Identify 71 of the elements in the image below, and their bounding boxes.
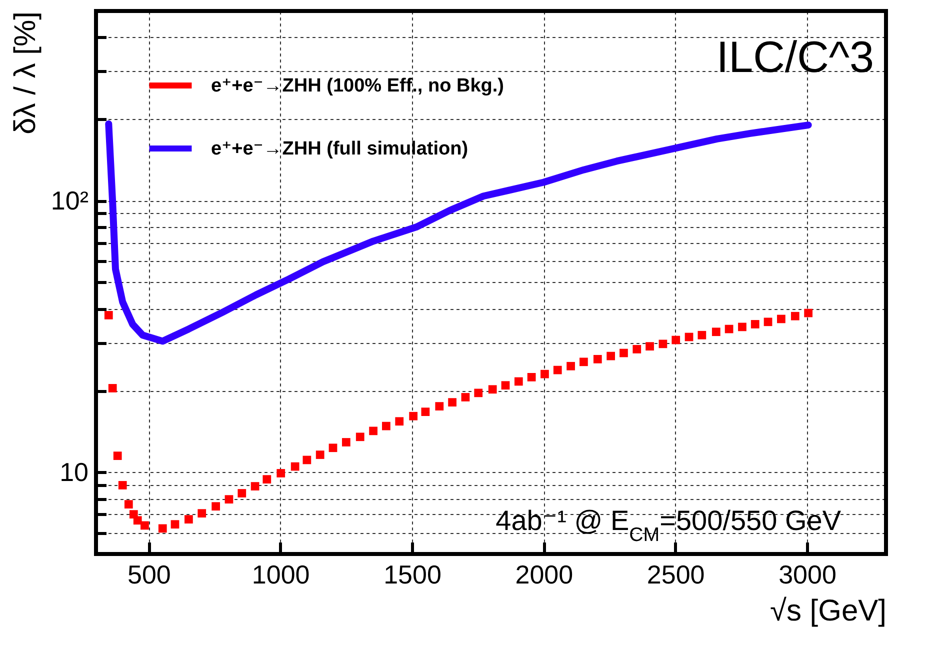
point <box>238 489 246 498</box>
point <box>382 422 390 430</box>
point <box>527 372 536 382</box>
point <box>212 502 220 511</box>
point <box>777 314 786 324</box>
point <box>250 482 260 490</box>
point <box>474 388 483 398</box>
point <box>566 362 575 370</box>
point <box>764 318 772 326</box>
point <box>620 348 628 358</box>
point <box>369 426 378 436</box>
point <box>724 324 734 334</box>
point <box>672 336 680 344</box>
point <box>158 524 167 533</box>
point <box>593 354 602 364</box>
y-tick-label: 10² <box>50 185 89 216</box>
point <box>684 332 694 342</box>
point <box>580 358 588 366</box>
point <box>658 340 668 348</box>
point <box>342 438 350 446</box>
point <box>108 384 117 392</box>
point <box>435 402 444 410</box>
x-tick-label: 3000 <box>778 560 836 590</box>
point <box>421 408 430 416</box>
point <box>104 310 113 320</box>
point <box>790 312 800 320</box>
point <box>712 328 720 336</box>
point <box>198 509 206 518</box>
x-axis-title: √s [GeV] <box>770 594 886 628</box>
point <box>606 352 615 360</box>
point <box>540 370 549 378</box>
point <box>409 412 418 420</box>
point <box>170 520 180 529</box>
point <box>750 320 760 328</box>
annotation: 4ab⁻¹ @ E$_{CM}$=500/550 GeV <box>496 505 842 546</box>
point <box>140 521 149 530</box>
point <box>698 330 706 340</box>
legend-label: e⁺+e⁻→ZHH (full simulation) <box>211 138 468 160</box>
point <box>448 398 456 406</box>
point <box>118 481 127 490</box>
point <box>632 345 642 354</box>
point <box>276 469 286 478</box>
x-tick-label: 1000 <box>252 560 310 590</box>
point <box>302 456 312 464</box>
point <box>184 515 193 524</box>
point <box>133 516 142 525</box>
x-tick-label: 1500 <box>384 560 442 590</box>
y-tick-label: 10 <box>60 456 88 487</box>
point <box>124 500 133 509</box>
point <box>461 393 470 402</box>
point <box>488 385 497 394</box>
point <box>646 342 654 351</box>
point <box>738 322 746 332</box>
y-axis-title: δλ / λ [%] <box>8 12 42 134</box>
point <box>113 452 122 460</box>
x-tick-label: 500 <box>127 560 171 590</box>
x-tick-label: 2500 <box>646 560 705 590</box>
point <box>328 444 338 452</box>
point <box>501 381 510 390</box>
point <box>356 432 364 442</box>
point <box>804 308 812 318</box>
x-tick-label: 2000 <box>515 560 574 590</box>
point <box>395 417 404 426</box>
point <box>290 462 300 471</box>
annotation: ILC/C^3 <box>716 33 874 82</box>
point <box>224 495 234 504</box>
legend-label: e⁺+e⁻→ZHH (100% Eff., no Bkg.) <box>211 76 504 96</box>
point <box>316 450 324 459</box>
point <box>262 475 272 484</box>
point <box>553 366 562 374</box>
point <box>514 377 523 386</box>
